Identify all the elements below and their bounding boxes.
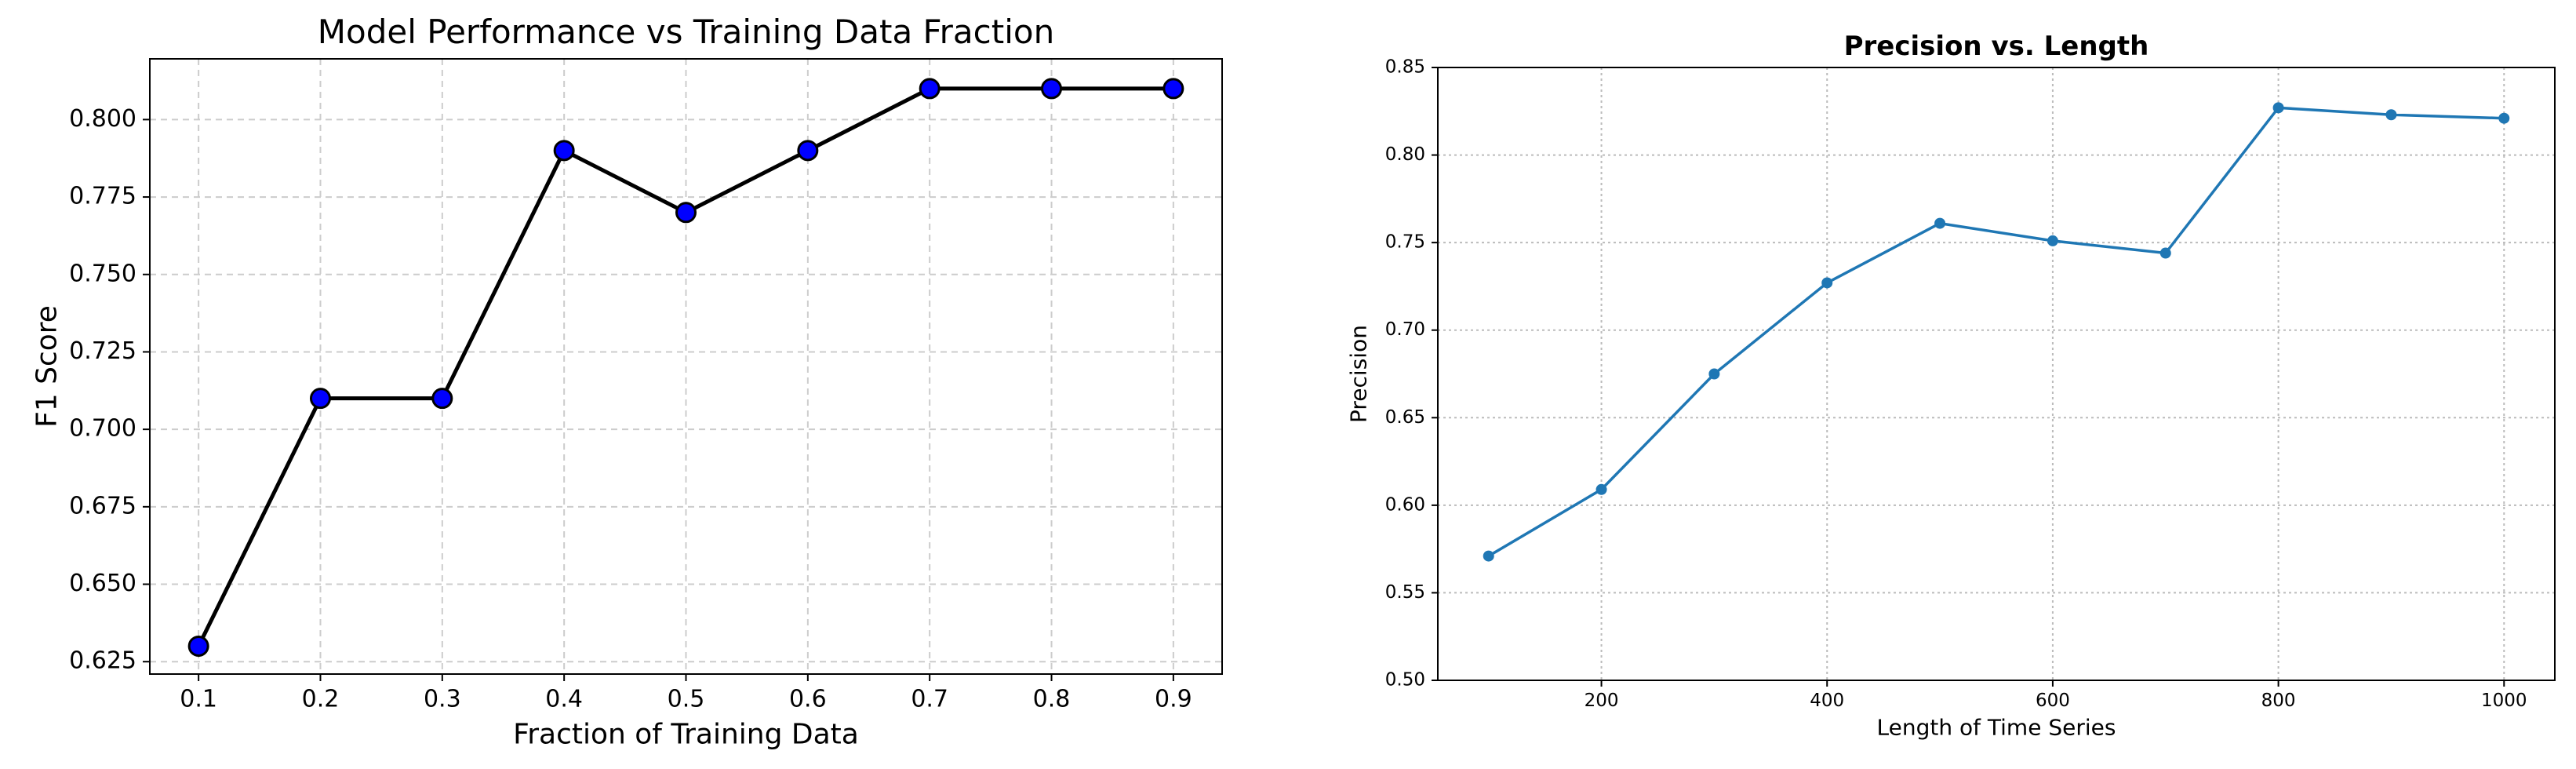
x-tick-label: 800 [2261, 691, 2296, 711]
y-tick-label: 0.60 [1385, 494, 1425, 515]
x-tick-label: 600 [2036, 691, 2070, 711]
x-tick-label: 0.1 [180, 686, 217, 713]
x-tick-label: 0.6 [789, 686, 827, 713]
y-tick-label: 0.70 [1385, 319, 1425, 340]
y-tick-label: 0.85 [1385, 57, 1425, 78]
marker [431, 388, 453, 410]
plot-frame [149, 58, 1223, 675]
y-tick-label: 0.75 [1385, 232, 1425, 253]
marker [1708, 368, 1720, 380]
x-axis-label: Length of Time Series [1877, 715, 2116, 741]
x-tick-label: 0.2 [302, 686, 340, 713]
marker [1162, 78, 1184, 100]
marker [1483, 550, 1494, 562]
y-tick-label: 0.55 [1385, 582, 1425, 603]
x-tick-label: 0.3 [424, 686, 461, 713]
y-tick-label: 0.650 [69, 570, 136, 597]
marker [2498, 112, 2510, 124]
chart-title: Model Performance vs Training Data Fract… [318, 13, 1054, 51]
y-tick-label: 0.65 [1385, 407, 1425, 428]
y-tick-label: 0.675 [69, 492, 136, 519]
x-tick-label: 1000 [2481, 691, 2527, 711]
marker [1821, 277, 1833, 289]
y-tick-label: 0.725 [69, 337, 136, 365]
x-tick-label: 0.8 [1033, 686, 1071, 713]
x-tick-label: 0.4 [545, 686, 583, 713]
line [1487, 106, 2505, 558]
marker [675, 202, 697, 224]
plot-frame [1437, 67, 2556, 681]
x-tick-label: 0.9 [1155, 686, 1192, 713]
marker [2159, 247, 2171, 259]
marker [2272, 102, 2284, 114]
x-tick-label: 400 [1810, 691, 1844, 711]
x-tick-label: 0.5 [668, 686, 705, 713]
marker [1595, 483, 1607, 495]
y-tick-label: 0.700 [69, 415, 136, 443]
y-tick-label: 0.625 [69, 647, 136, 675]
marker [1934, 217, 1946, 229]
x-tick-label: 0.7 [911, 686, 948, 713]
chart-title: Precision vs. Length [1844, 31, 2149, 62]
marker [2385, 109, 2397, 121]
marker [919, 78, 941, 100]
y-axis-label: F1 Score [31, 305, 63, 428]
marker [187, 635, 209, 657]
y-tick-label: 0.775 [69, 183, 136, 210]
y-axis-label: Precision [1345, 325, 1371, 423]
marker [309, 388, 331, 410]
marker [797, 140, 819, 162]
marker [2047, 235, 2058, 246]
y-tick-label: 0.80 [1385, 144, 1425, 165]
marker [553, 140, 575, 162]
x-tick-label: 200 [1585, 691, 1619, 711]
marker [1041, 78, 1063, 100]
y-tick-label: 0.50 [1385, 670, 1425, 691]
x-axis-label: Fraction of Training Data [513, 719, 859, 751]
y-tick-label: 0.750 [69, 260, 136, 287]
y-tick-label: 0.800 [69, 105, 136, 133]
